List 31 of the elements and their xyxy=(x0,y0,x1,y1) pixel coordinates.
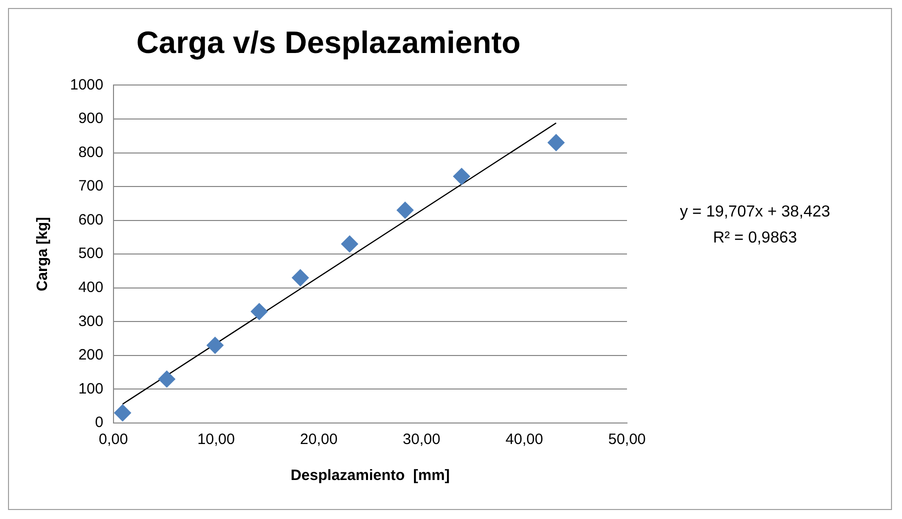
text: y = 19,707x + 38,423 xyxy=(680,204,830,221)
y-tick-label: 300 xyxy=(78,312,104,330)
point xyxy=(158,370,176,388)
y-tick-label: 600 xyxy=(78,211,104,228)
point xyxy=(114,404,132,422)
x-tick-label: 20,00 xyxy=(300,431,338,448)
y-axis-title: Carga [kg] xyxy=(34,217,52,292)
point xyxy=(250,303,268,320)
point xyxy=(341,235,358,252)
point xyxy=(206,336,224,354)
x-tick-label: 50,00 xyxy=(608,431,646,448)
point xyxy=(453,168,470,185)
x-tick-label: 10,00 xyxy=(197,431,235,448)
y-tick-label: 1000 xyxy=(70,76,104,94)
text: R² = 0,9863 xyxy=(712,230,798,247)
x-tick-label: 30,00 xyxy=(402,431,440,448)
point xyxy=(292,269,309,286)
chart-title: Carga v/s Desplazamiento xyxy=(136,25,521,60)
y-tick-label: 800 xyxy=(78,144,104,161)
y-tick-label: 400 xyxy=(78,279,104,296)
y-tick-label: 500 xyxy=(78,245,104,262)
y-tick-label: 700 xyxy=(78,178,104,195)
y-tick-label: 900 xyxy=(78,110,104,128)
x-tick-label: 0,00 xyxy=(98,431,128,448)
point xyxy=(548,134,565,152)
point xyxy=(396,202,414,219)
y-tick-label: 0 xyxy=(95,414,104,432)
y-tick-label: 100 xyxy=(78,380,104,398)
x-tick-label: 40,00 xyxy=(506,431,544,448)
y-tick-label: 200 xyxy=(78,346,104,364)
x-axis-title: Desplazamiento [mm] xyxy=(290,467,450,484)
